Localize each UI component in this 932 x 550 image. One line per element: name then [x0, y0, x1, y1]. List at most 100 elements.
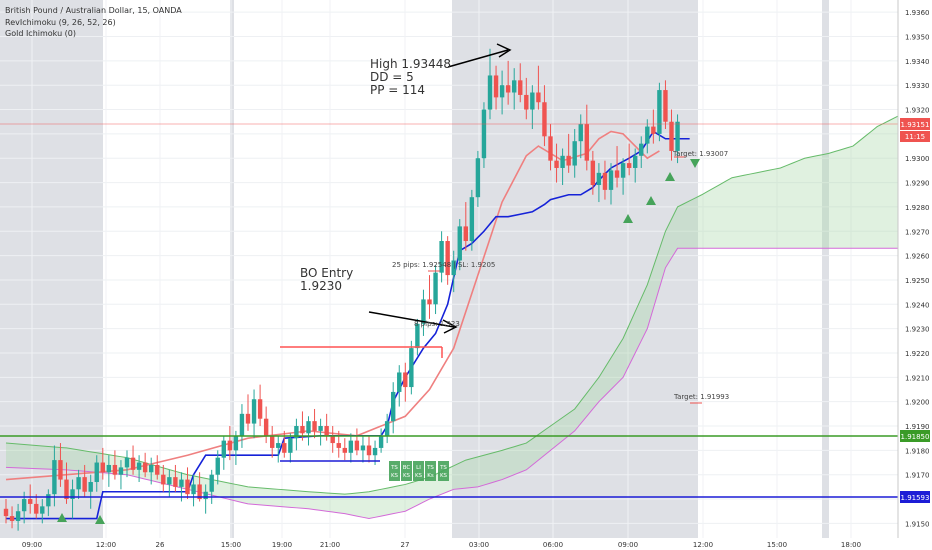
cloud-fill	[6, 114, 926, 519]
candle-body	[354, 440, 360, 451]
candle-body	[657, 90, 662, 134]
price-tick-label: 1.9150	[905, 520, 930, 528]
candle-body	[415, 323, 420, 349]
price-tick-label: 1.9260	[905, 253, 930, 261]
candle-body	[112, 464, 118, 475]
buy-signal-marker	[95, 515, 105, 524]
target-lower-label: Target: 1.91993	[673, 393, 729, 401]
candle-body	[106, 464, 112, 473]
indicator-gold-ichimoku-label[interactable]: Gold Ichimoku (0)	[5, 29, 77, 38]
candle-body	[306, 421, 311, 434]
candle-body	[149, 464, 154, 473]
price-tick-label: 1.9270	[905, 228, 930, 236]
time-tick-label: 12:00	[693, 541, 713, 549]
candle-body	[197, 484, 202, 500]
candles	[3, 48, 680, 531]
candle-body	[560, 155, 565, 168]
candle-body	[378, 435, 384, 448]
arrow-high-head	[496, 43, 512, 58]
candle-body	[142, 462, 148, 473]
signal-label-text: KS	[440, 473, 448, 479]
candle-body	[578, 124, 583, 142]
price-tick-label: 1.9190	[905, 423, 930, 431]
price-tick-label: 1.9180	[905, 447, 930, 455]
candle-body	[584, 124, 589, 161]
time-axis-labels[interactable]: 09:00 12:00 26 15:00 19:00 21:00 27 03:00 06:00 0…	[22, 541, 861, 549]
session-shade	[452, 0, 698, 538]
target-upper-label: Target: 1.93007	[672, 150, 728, 158]
candle-body	[136, 462, 142, 470]
candle-body	[330, 435, 335, 444]
green-level-badge-text: 1.91850	[901, 433, 930, 441]
price-tick-label: 1.9170	[905, 472, 930, 480]
arrow-high	[447, 49, 509, 68]
chart-annotations: 25 pips: 1.92548 | SL: 1.9205 8 pips: 1.…	[392, 150, 729, 401]
candle-body	[118, 467, 124, 475]
candle-body	[221, 440, 226, 458]
candle-body	[391, 391, 396, 422]
overlay-drawings	[0, 43, 898, 524]
candle-body	[3, 508, 9, 517]
price-tick-label: 1.9340	[905, 58, 930, 66]
candle-body	[493, 75, 499, 98]
candle-body	[70, 489, 75, 500]
time-tick-label: 12:00	[96, 541, 116, 549]
candle-body	[155, 464, 160, 475]
countdown-badge-text: 11:15	[905, 133, 925, 141]
candle-body	[100, 462, 105, 473]
price-tick-label: 1.9240	[905, 301, 930, 309]
candle-body	[124, 457, 130, 468]
candle-body	[505, 85, 511, 93]
candle-body	[554, 160, 559, 168]
candle-body	[173, 477, 178, 487]
candle-body	[663, 90, 668, 122]
candle-body	[185, 479, 190, 495]
time-axis-background	[0, 538, 898, 550]
indicator-revichimoku-label[interactable]: RevIchimoku (9, 26, 52, 26)	[5, 18, 116, 27]
candle-body	[512, 80, 517, 93]
candle-body	[463, 226, 468, 242]
price-tick-label: 1.9360	[905, 9, 930, 17]
candle-body	[645, 126, 650, 144]
buy-signal-marker	[646, 196, 656, 205]
candle-body	[270, 435, 275, 448]
candle-body	[451, 260, 456, 276]
signal-box	[413, 461, 424, 481]
countdown-badge	[900, 131, 930, 142]
pips-8-label: 8 pips: 1.923	[414, 320, 460, 328]
price-tick-label: 1.9320	[905, 107, 930, 115]
arrow-bo-entry-head	[442, 319, 458, 334]
blue-level-badge	[900, 491, 930, 503]
candle-body	[445, 241, 450, 276]
signal-box	[401, 461, 412, 481]
candle-body	[294, 426, 299, 439]
signal-box	[425, 461, 436, 481]
buy-signal-marker	[57, 513, 67, 522]
candle-body	[58, 460, 63, 480]
buy-signal-marker	[623, 214, 633, 223]
candle-body	[336, 443, 341, 448]
candle-body	[257, 399, 263, 419]
candle-body	[167, 477, 172, 485]
time-tick-label: 19:00	[272, 541, 292, 549]
time-tick-label: 26	[156, 541, 165, 549]
candle-body	[397, 372, 402, 392]
candle-body	[318, 426, 323, 431]
candle-body	[88, 482, 93, 492]
candle-body	[669, 121, 674, 151]
candle-body	[536, 92, 541, 103]
symbol-title[interactable]: British Pound / Australian Dollar, 15, O…	[5, 6, 182, 15]
candle-body	[639, 143, 644, 156]
price-tick-label: 1.9230	[905, 326, 930, 334]
candle-body	[469, 197, 475, 242]
price-tick-label: 1.9280	[905, 204, 930, 212]
candle-body	[245, 413, 251, 424]
price-axis-labels[interactable]: 1.93601.93501.93401.93301.93201.93101.93…	[905, 9, 930, 528]
session-shade	[822, 0, 829, 538]
signal-label-text: TS	[439, 465, 447, 471]
candle-body	[282, 443, 287, 453]
candle-body	[215, 457, 220, 475]
signal-label-text: Ks	[427, 473, 434, 479]
